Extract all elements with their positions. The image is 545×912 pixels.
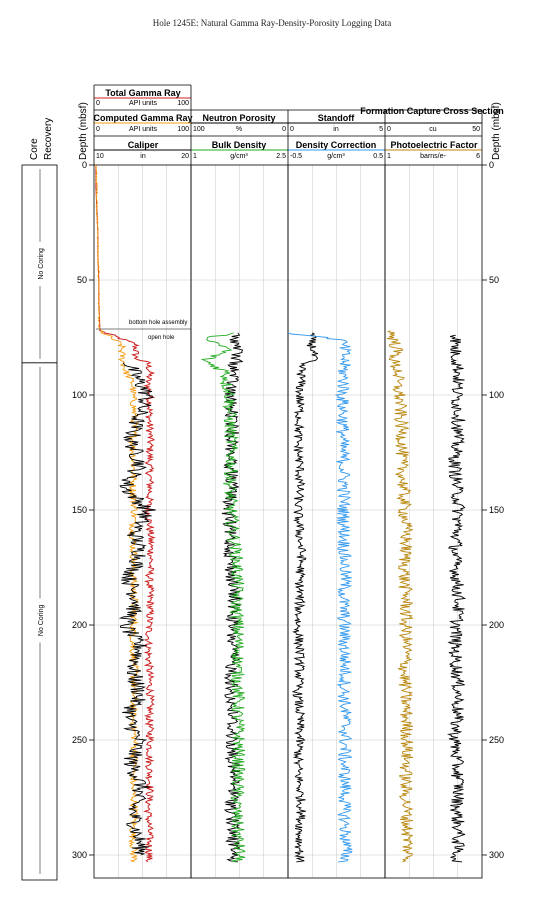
caliper-min: 10 xyxy=(96,153,104,160)
depth-tick-label-left: 250 xyxy=(72,735,87,745)
series-line-neutron-porosity xyxy=(221,332,244,863)
depth-tick-label-right: 200 xyxy=(489,620,504,630)
density-correction-unit: g/cm³ xyxy=(327,153,345,160)
series-line-bulk-density xyxy=(200,332,246,863)
depth-tick-label-left: 100 xyxy=(72,390,87,400)
formation-capture-unit: cu xyxy=(429,126,437,133)
total-gamma-ray-max: 100 xyxy=(177,100,189,107)
chart-title: Hole 1245E: Natural Gamma Ray-Density-Po… xyxy=(153,18,391,28)
depth-axis-label-left: Depth (mbsf) xyxy=(78,102,89,160)
neutron-porosity-unit: % xyxy=(236,126,242,133)
photoelectric-factor-name: Photoelectric Factor xyxy=(390,140,478,150)
depth-axis-label-right: Depth (mbsf) xyxy=(491,102,502,160)
standoff-unit: in xyxy=(333,126,339,133)
depth-tick-label-left: 300 xyxy=(72,850,87,860)
formation-capture-min: 0 xyxy=(387,126,391,133)
bulk-density-unit: g/cm³ xyxy=(230,153,248,160)
photoelectric-factor-max: 6 xyxy=(476,153,480,160)
depth-tick-label-left: 200 xyxy=(72,620,87,630)
series-line-computed-gamma-ray xyxy=(95,164,140,863)
depth-tick-label-right: 150 xyxy=(489,505,504,515)
depth-tick-label-right: 0 xyxy=(489,160,494,170)
series-line-formation-capture-cross-section xyxy=(446,334,467,863)
bulk-density-name: Bulk Density xyxy=(212,140,267,150)
annotation-open-hole: open hole xyxy=(148,335,175,341)
depth-tick-label-left: 0 xyxy=(82,160,87,170)
total-gamma-ray-min: 0 xyxy=(96,100,100,107)
caliper-unit: in xyxy=(140,153,146,160)
neutron-porosity-max: 0 xyxy=(282,126,286,133)
series-line-photoelectric-factor xyxy=(386,330,415,863)
depth-tick-label-left: 50 xyxy=(77,275,87,285)
density-correction-max: 0.5 xyxy=(373,153,383,160)
depth-tick-label-right: 300 xyxy=(489,850,504,860)
photoelectric-factor-min: 1 xyxy=(387,153,391,160)
computed-gamma-ray-max: 100 xyxy=(177,126,189,133)
depth-tick-label-right: 50 xyxy=(489,275,499,285)
series-line-standoff xyxy=(291,332,319,863)
series-line-density-correction xyxy=(287,332,353,863)
standoff-max: 5 xyxy=(379,126,383,133)
formation-capture-max: 50 xyxy=(472,126,480,133)
annotation-bottom-hole-assembly: bottom hole assembly xyxy=(129,320,187,326)
standoff-min: 0 xyxy=(290,126,294,133)
total-gamma-ray-name: Total Gamma Ray xyxy=(105,88,180,98)
density-correction-name: Density Correction xyxy=(296,140,377,150)
core-segment-label: No Coring xyxy=(38,605,45,637)
track-frame xyxy=(384,164,483,879)
computed-gamma-ray-name: Computed Gamma Ray xyxy=(93,113,192,123)
neutron-porosity-name: Neutron Porosity xyxy=(202,113,275,123)
computed-gamma-ray-unit: API units xyxy=(129,126,158,133)
bulk-density-max: 2.5 xyxy=(276,153,286,160)
photoelectric-factor-unit: barns/e- xyxy=(420,153,446,160)
log-tracks xyxy=(93,84,483,879)
total-gamma-ray-unit: API units xyxy=(129,100,158,107)
track-headers: Total Gamma Ray 0 API units 100 Computed… xyxy=(93,88,503,160)
core-column-label: Core xyxy=(29,138,40,160)
depth-tick-label-right: 100 xyxy=(489,390,504,400)
core-segment-label: No Coring xyxy=(38,248,45,280)
depth-tick-label-left: 150 xyxy=(72,505,87,515)
depth-tick-label-right: 250 xyxy=(489,735,504,745)
caliper-name: Caliper xyxy=(128,140,159,150)
core-recovery-panel: Core Recovery No Coring No Coring xyxy=(21,118,58,881)
standoff-name: Standoff xyxy=(318,113,355,123)
recovery-column-label: Recovery xyxy=(43,118,54,160)
computed-gamma-ray-min: 0 xyxy=(96,126,100,133)
density-correction-min: -0.5 xyxy=(290,153,302,160)
core-column-border xyxy=(21,164,58,881)
bulk-density-min: 1 xyxy=(193,153,197,160)
series-line-caliper xyxy=(118,362,156,856)
annotations: bottom hole assembly open hole xyxy=(96,320,191,341)
caliper-max: 20 xyxy=(181,153,189,160)
formation-capture-name: Formation Capture Cross Section xyxy=(360,106,504,116)
neutron-porosity-min: 100 xyxy=(193,126,205,133)
